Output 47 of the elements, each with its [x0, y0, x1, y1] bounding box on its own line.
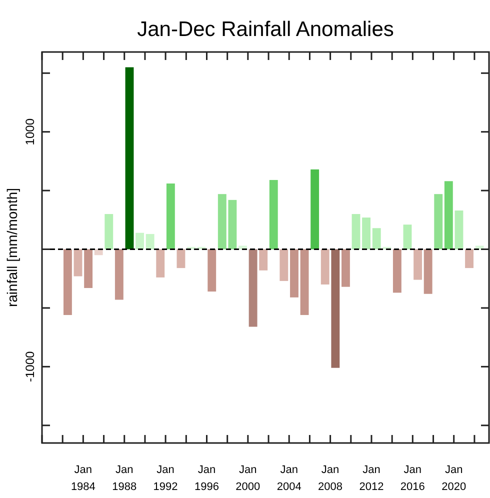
x-tick-label: Jan 1984	[70, 464, 96, 493]
bar	[300, 249, 309, 316]
bar	[290, 249, 298, 298]
bar	[208, 249, 216, 292]
bar	[114, 249, 124, 300]
bar	[403, 224, 412, 250]
x-tick-label: Jan 1988	[112, 464, 137, 493]
bar	[280, 249, 288, 281]
bar	[259, 249, 268, 270]
x-tick-label: Jan 1996	[194, 464, 219, 493]
bar	[269, 180, 278, 250]
bar	[424, 249, 432, 294]
bar	[84, 249, 93, 288]
chart-title: Jan-Dec Rainfall Anomalies	[137, 18, 394, 41]
bar	[310, 169, 320, 250]
bar	[444, 181, 453, 250]
bar	[156, 249, 165, 278]
bar	[63, 249, 72, 316]
x-tick-label: Jan 2016	[400, 464, 425, 493]
bar	[136, 232, 144, 250]
bar	[454, 210, 464, 250]
bar	[392, 249, 402, 293]
bar	[104, 214, 114, 250]
bar	[352, 214, 360, 250]
bar	[248, 249, 258, 327]
y-axis-title: rainfall [mm/month]	[4, 188, 20, 308]
bar	[320, 249, 330, 284]
x-tick-label: Jan 2008	[318, 464, 343, 493]
bar	[414, 249, 422, 280]
x-tick-label: Jan 2000	[236, 464, 260, 493]
bar	[125, 67, 134, 250]
x-tick-label: Jan 2012	[359, 464, 384, 493]
bar	[372, 228, 381, 250]
bar	[166, 184, 175, 250]
y-tick-label: 1000	[23, 118, 37, 146]
bar	[465, 249, 474, 268]
bar	[434, 194, 443, 250]
y-tick-label: -1000	[23, 351, 37, 382]
x-tick-label: Jan 2020	[442, 464, 466, 493]
bar	[176, 249, 186, 268]
bar	[146, 234, 154, 250]
x-tick-label: Jan 2004	[276, 464, 302, 493]
x-tick-label: Jan 1992	[153, 464, 178, 493]
bar	[341, 249, 350, 287]
bar	[331, 249, 340, 368]
bar	[362, 218, 371, 250]
bar	[74, 249, 82, 276]
